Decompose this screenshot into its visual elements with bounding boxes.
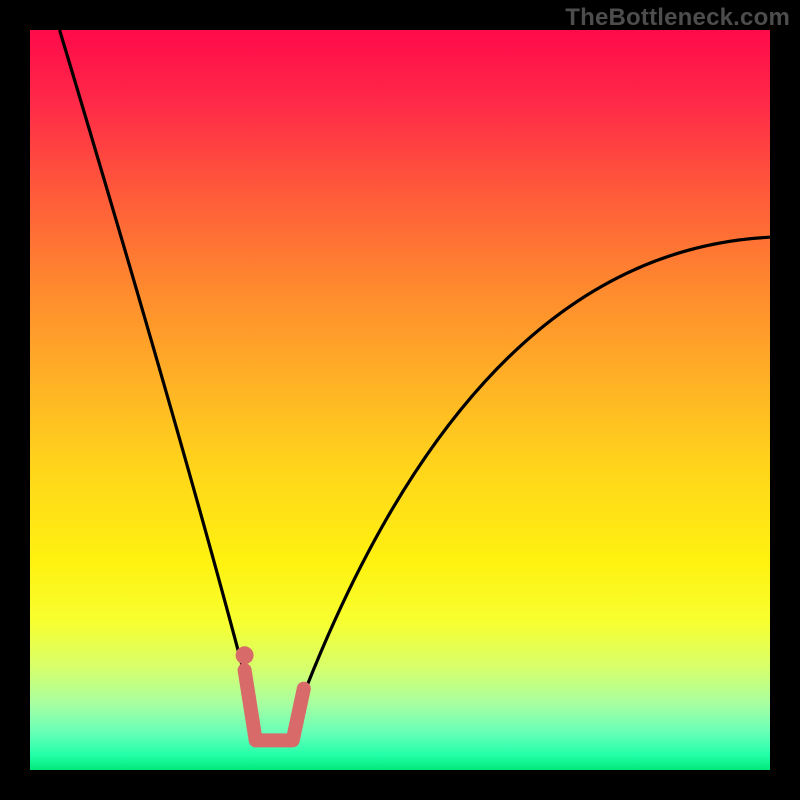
marker-start-dot (236, 646, 254, 664)
curve-left-branch (60, 30, 252, 703)
curve-right-branch (300, 237, 770, 703)
curve-layer (30, 30, 770, 770)
marker-segment (245, 670, 304, 740)
attribution-text: TheBottleneck.com (565, 4, 790, 32)
plot-area (30, 30, 770, 770)
